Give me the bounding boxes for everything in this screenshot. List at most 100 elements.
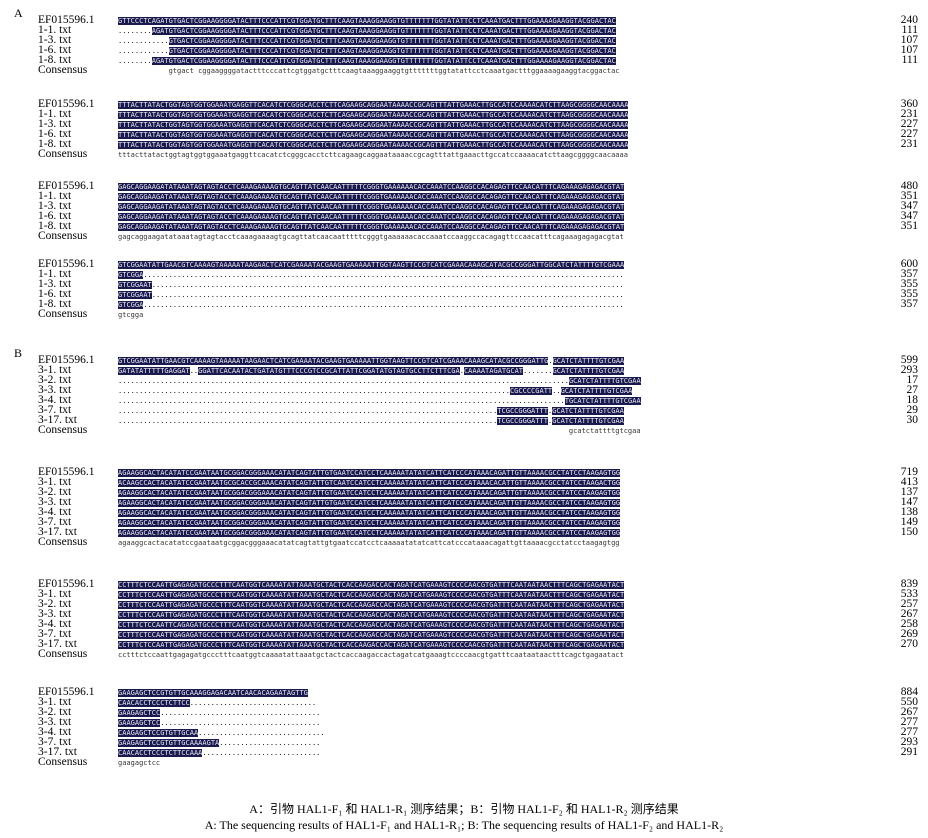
position-number: 227 <box>900 128 918 140</box>
sequence-text: ........................................… <box>118 387 633 395</box>
position-number: 599 <box>900 354 918 366</box>
sequence-row: 1-1. txt TTTACTTATACTGGTAGTGGTGGAAATGAGGT… <box>38 108 918 120</box>
sequence-row: 3-2. txt CCTTTCTCCAATTGAGAGATGCCCTTTCAATG… <box>38 598 918 610</box>
sequence-row: EF015596.1 AGAAGGCACTACATATCCGAATAATGCGGA… <box>38 466 918 478</box>
sequence-text: AGAAGGCACTACATATCCGAATAATGCGGACGGGAAACAT… <box>118 519 621 527</box>
sequence-name: EF015596.1 <box>38 14 95 26</box>
sequence-name: 3-4. txt <box>38 506 72 518</box>
caption-english: A: The sequencing results of HAL1-F₁ and… <box>204 818 724 832</box>
sequence-row: 3-2. txt GAAGAGCTCC......................… <box>38 706 918 718</box>
consensus-row: Consensus gagcaggaagatataaatagtagtacctcaa… <box>38 230 918 242</box>
position-number: 293 <box>900 736 918 748</box>
position-number: 884 <box>900 686 918 698</box>
sequence-row: 3-4. txt CCTTTCTCCAATTCAGAGATGCCCTTTCAATG… <box>38 618 918 630</box>
sequence-row: EF015596.1 GTCGGAATATTGAACGTCAAAAGTAAAAAT… <box>38 354 918 366</box>
sequence-name: 3-4. txt <box>38 394 72 406</box>
sequence-row: 1-6. txt GAGCAGGAAGATATAAATAGTAGTACCTCAAA… <box>38 210 918 222</box>
sequence-name: 1-6. txt <box>38 44 72 56</box>
panel-a-label: A <box>14 6 23 20</box>
sequence-text: GAAGAGCTCCGTGTTGCAAAGGAGACAATCAACACAGAAT… <box>118 689 308 697</box>
sequence-row: EF015596.1 GTCGGAATATTGAACGTCAAAAGTAAAAAT… <box>38 258 918 270</box>
sequence-name: Consensus <box>38 648 88 660</box>
sequence-row: 1-1. txt GTCGGA..........................… <box>38 268 918 280</box>
sequence-text: cctttctccaattgagagatgccctttcaatggtcaaaat… <box>118 651 624 659</box>
sequence-text: TTTACTTATACTGGTAGTGGTGGAAATGAGGTTCACATCT… <box>118 111 629 119</box>
sequence-text: gtcgga <box>118 311 144 319</box>
position-number: 257 <box>900 598 918 610</box>
alignment-block: EF015596.1 AGAAGGCACTACATATCCGAATAATGCGGA… <box>38 466 918 548</box>
sequence-row: EF015596.1 CCTTTCTCCAATTGAGAGATGCCCTTTCAA… <box>38 578 918 590</box>
sequence-row: 1-8. txt GAGCAGGAAGATATAAATAGTAGTACCTCAAA… <box>38 220 918 232</box>
sequence-text: ........................................… <box>118 417 624 425</box>
position-number: 269 <box>900 628 918 640</box>
sequence-row: 3-17. txt CAACACCTCCCTCTTCCAAA...........… <box>38 746 918 758</box>
sequence-row: 1-1. txt GAGCAGGAAGATATAAATAGTAGTACCTCAAA… <box>38 190 918 202</box>
sequence-name: 1-1. txt <box>38 190 72 202</box>
sequence-text: ........................................… <box>118 397 641 405</box>
position-number: 277 <box>900 726 918 738</box>
sequence-row: 3-1. txt CCTTTCTCCAATTGAGAGATGCCCTTTCAATG… <box>38 588 918 600</box>
sequence-text: gtgact cggaaggggatactttcccattcgtggatgctt… <box>118 67 620 75</box>
sequence-row: 1-3. txt TTTACTTATACTGGTAGTGGTGGAAATGAGGT… <box>38 118 918 130</box>
alignment-block: EF015596.1 GAAGAGCTCCGTGTTGCAAAGGAGACAATC… <box>38 686 918 768</box>
sequence-name: 3-2. txt <box>38 706 72 718</box>
sequence-text: gcatctattttgtcgaa <box>118 427 641 435</box>
position-number: 111 <box>901 54 918 66</box>
sequence-name: 1-8. txt <box>38 54 72 66</box>
sequence-text: agaaggcactacatatccgaataatgcggacgggaaacat… <box>118 539 620 547</box>
sequence-name: 3-7. txt <box>38 628 72 640</box>
sequence-text: CCTTTCTCCAATTGAGAGATGCCCTTTCAATGGTCAAAAT… <box>118 631 625 639</box>
sequence-row: 1-6. txt ............GTGACTCGGAAGGGGATACT… <box>38 44 918 56</box>
sequence-text: AGAAGGCACTACATATCCGAATAATGCGGACGGGAAACAT… <box>118 469 621 477</box>
alignment-block: EF015596.1 GAGCAGGAAGATATAAATAGTAGTACCTCA… <box>38 180 918 242</box>
position-number: 600 <box>900 258 918 270</box>
position-number: 355 <box>900 288 918 300</box>
sequence-name: EF015596.1 <box>38 578 95 590</box>
sequence-row: 3-17. txt...............................… <box>38 414 919 426</box>
position-number: 137 <box>900 486 918 498</box>
sequence-name: 3-3. txt <box>38 496 72 508</box>
sequence-text: CCTTTCTCCAATTGAGAGATGCCCTTTCAATGGTCAAAAT… <box>118 601 625 609</box>
position-number: 839 <box>900 578 918 590</box>
sequence-text: ACAAGCCACTACATATCCGAATAATGCGCACCGCAAACAT… <box>118 479 621 487</box>
sequence-name: 1-6. txt <box>38 210 72 222</box>
sequence-row: 3-1. txt CAACACCTCCCTCTTCC...............… <box>38 696 918 708</box>
sequence-text: GAGCAGGAAGATATAAATAGTAGTACCTCAAAGAAAAGTG… <box>118 183 625 191</box>
sequence-name: EF015596.1 <box>38 98 95 110</box>
position-number: 18 <box>906 394 919 406</box>
sequence-name: 1-3. txt <box>38 200 72 212</box>
sequence-text: GTCGGA..................................… <box>118 271 624 279</box>
sequence-name: 1-6. txt <box>38 288 72 300</box>
consensus-row: Consensus gtgact cggaaggggatactttcccattc… <box>38 64 918 76</box>
sequence-text: CCTTTCTCCAATTGAGAGATGCCCTTTCAATGGTCAAAAT… <box>118 591 625 599</box>
position-number: 147 <box>900 496 918 508</box>
consensus-row: Consensus gcatctattttgtcgaa <box>38 424 918 436</box>
sequence-name: 1-3. txt <box>38 34 72 46</box>
position-number: 17 <box>906 374 919 386</box>
sequence-name: Consensus <box>38 148 88 160</box>
sequence-name: 3-17. txt <box>38 414 77 426</box>
sequence-text: CCTTTCTCCAATTGAGAGATGCCCTTTCAATGGTCAAAAT… <box>118 611 625 619</box>
sequence-text: GAGCAGGAAGATATAAATAGTAGTACCTCAAAGAAAAGTG… <box>118 223 625 231</box>
sequence-text: GTCGGAAT................................… <box>118 281 624 289</box>
sequence-text: GATATATTTTTGAGGAT..GGATTCACAATACTGATATGT… <box>118 367 625 375</box>
alignment-block: EF015596.1 GTCGGAATATTGAACGTCAAAAGTAAAAAT… <box>38 258 918 320</box>
consensus-row: Consensus tttacttatactggtagtggtggaaatgagg… <box>38 148 918 160</box>
position-number: 227 <box>900 118 918 130</box>
sequence-row: 3-7. txt AGAAGGCACTACATATCCGAATAATGCGGACG… <box>38 516 918 528</box>
position-number: 270 <box>900 638 918 650</box>
position-number: 30 <box>906 414 919 426</box>
sequence-row: 3-2. txt AGAAGGCACTACATATCCGAATAATGCGGACG… <box>38 486 918 498</box>
sequence-name: Consensus <box>38 64 88 76</box>
alignment-block: EF015596.1 TTTACTTATACTGGTAGTGGTGGAAATGAG… <box>38 98 918 160</box>
sequence-row: 1-6. txt GTCGGAAT........................… <box>38 288 918 300</box>
consensus-row: Consensus gaagagctcc <box>38 756 918 768</box>
consensus-row: Consensus agaaggcactacatatccgaataatgcggac… <box>38 536 918 548</box>
sequence-name: 3-4. txt <box>38 726 72 738</box>
sequence-name: 3-2. txt <box>38 598 72 610</box>
sequence-text: ........AGATGTGACTCGGAAGGGGATACTTTCCCATT… <box>118 57 616 65</box>
position-number: 719 <box>900 466 918 478</box>
sequence-text: GAGCAGGAAGATATAAATAGTAGTACCTCAAAGAAAAGTG… <box>118 213 625 221</box>
sequence-name: EF015596.1 <box>38 258 95 270</box>
sequence-name: 1-3. txt <box>38 278 72 290</box>
